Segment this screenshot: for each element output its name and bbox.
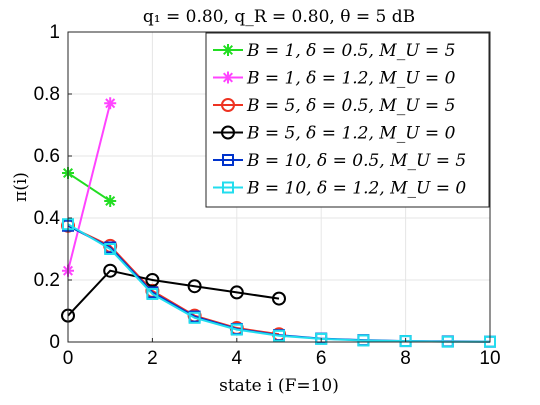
data-point — [229, 285, 244, 300]
legend-marker — [222, 44, 234, 56]
legend-marker — [222, 181, 234, 194]
data-point — [104, 243, 117, 255]
data-point — [357, 334, 370, 347]
y-tick-label: 0.6 — [34, 146, 60, 167]
y-tick-label: 0.2 — [34, 270, 60, 291]
series-line — [67, 224, 491, 343]
chart-title: q₁ = 0.80, q_R = 0.80, θ = 5 dB — [143, 7, 415, 27]
y-tick-label: 0 — [49, 332, 60, 353]
data-point — [187, 279, 202, 294]
y-tick-label: 1 — [49, 22, 60, 43]
y-tick-label: 0.8 — [34, 84, 60, 105]
x-tick-label: 4 — [232, 348, 243, 369]
x-tick-label: 6 — [316, 348, 327, 369]
data-point — [230, 323, 243, 336]
data-point — [104, 194, 117, 207]
data-point — [104, 97, 117, 110]
series-4 — [61, 263, 286, 323]
legend-entry: B = 10, δ = 0.5, M_U = 5 — [213, 151, 466, 171]
series-line — [67, 223, 490, 343]
legend-entry: B = 5, δ = 1.2, M_U = 0 — [213, 124, 456, 144]
legend-label: B = 1, δ = 1.2, M_U = 0 — [246, 69, 456, 89]
data-point — [273, 329, 285, 342]
data-point — [399, 335, 412, 348]
data-point — [188, 311, 201, 324]
legend-marker — [221, 125, 235, 140]
x-tick-label: 10 — [479, 348, 500, 369]
axis-ticks: 0 2 4 6 8 10 0 0.2 0.4 0.6 0.8 1 — [34, 22, 501, 369]
data-point — [315, 332, 328, 345]
legend-label: B = 1, δ = 0.5, M_U = 5 — [246, 41, 455, 61]
legend-entry: B = 1, δ = 0.5, M_U = 5 — [213, 41, 455, 61]
data-point — [145, 273, 160, 287]
series-line — [67, 269, 280, 317]
data-point — [103, 263, 118, 278]
series-layer — [61, 97, 496, 348]
legend-marker — [222, 154, 234, 166]
legend-entry: B = 5, δ = 0.5, M_U = 5 — [213, 96, 455, 116]
x-axis-label: state i (F=10) — [219, 376, 339, 396]
legend: B = 1, δ = 0.5, M_U = 5 B = 1, δ = 1.2, M… — [205, 32, 490, 208]
legend-entry: B = 1, δ = 1.2, M_U = 0 — [213, 69, 456, 89]
legend-label: B = 10, δ = 1.2, M_U = 0 — [246, 179, 466, 199]
legend-marker — [222, 71, 234, 84]
x-tick-label: 0 — [63, 348, 74, 369]
legend-label: B = 5, δ = 1.2, M_U = 0 — [246, 124, 456, 144]
plot-frame — [67, 31, 491, 343]
legend-marker — [221, 98, 235, 112]
x-tick-label: 8 — [400, 348, 411, 369]
legend-box — [205, 32, 490, 208]
data-point — [272, 291, 286, 306]
series-2 — [62, 97, 117, 277]
legend-label: B = 5, δ = 0.5, M_U = 5 — [246, 96, 455, 116]
y-axis-label: π(i) — [11, 172, 31, 202]
data-point — [146, 287, 159, 300]
legend-entry: B = 10, δ = 1.2, M_U = 0 — [213, 179, 466, 199]
y-tick-label: 0.4 — [34, 208, 61, 229]
legend-label: B = 10, δ = 0.5, M_U = 5 — [246, 151, 466, 171]
series-line — [67, 103, 112, 271]
x-tick-label: 2 — [147, 348, 158, 369]
